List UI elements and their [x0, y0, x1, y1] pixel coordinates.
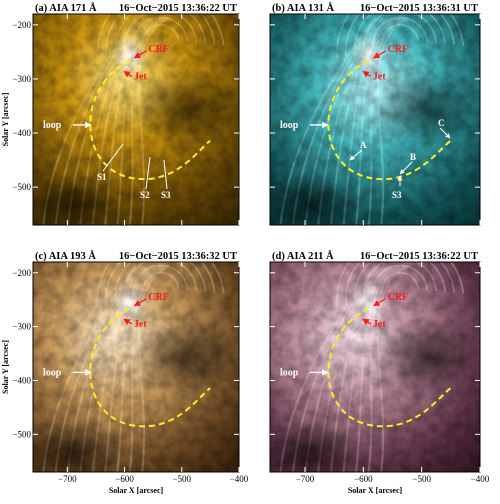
x-tick-label: −500 — [412, 474, 431, 484]
label-loop: loop — [280, 120, 299, 131]
panel-frame — [32, 261, 240, 473]
label-jet: Jet — [134, 319, 147, 330]
label-loop: loop — [280, 367, 299, 378]
y-tick-label: −400 — [12, 128, 31, 138]
panel-title: (c) AIA 193 Å 16−Oct−2015 13:36:32 UT — [35, 250, 237, 262]
x-tick-label: −400 — [230, 474, 249, 484]
y-tick-label: −200 — [12, 268, 31, 278]
y-tick-label: −500 — [12, 429, 31, 439]
panel-title: (d) AIA 211 Å 16−Oct−2015 13:36:22 UT — [272, 250, 478, 262]
y-axis-label: Solar Y [arcsec] — [1, 340, 10, 394]
panel-c: CRF Jet loop −700 −600 −500 −400 −200 −300 −400 −5… — [1, 250, 249, 495]
label-jet: Jet — [373, 71, 386, 82]
panel-frame — [269, 261, 481, 473]
label-s3: S3 — [161, 190, 171, 200]
panel-a: CRF Jet loop S1 S2 S3 −200 −300 −400 −500 (a) AIA … — [1, 2, 240, 226]
loop-trace — [89, 59, 211, 180]
label-s1: S1 — [97, 172, 107, 182]
y-tick-label: −400 — [12, 375, 31, 385]
x-axis-label: Solar X [arcsec] — [348, 486, 403, 495]
panel-title: (b) AIA 131 Å 16−Oct−2015 13:36:31 UT — [272, 2, 478, 14]
label-jet: Jet — [373, 319, 386, 330]
label-a: A — [360, 140, 367, 150]
y-axis-label: Solar Y [arcsec] — [1, 92, 10, 146]
loop-trace — [327, 59, 452, 180]
label-s3: S3 — [392, 190, 402, 200]
label-jet: Jet — [134, 71, 147, 82]
y-tick-label: −300 — [12, 74, 31, 84]
panel-b: CRF Jet loop A B C S3 (b) AIA 131 Å 16−Oct−2015 … — [269, 2, 481, 226]
euv-image-b: CRF Jet loop A B C S3 — [270, 14, 480, 225]
euv-image-d: CRF Jet loop — [270, 262, 480, 472]
y-tick-label: −500 — [12, 182, 31, 192]
x-tick-label: −500 — [172, 474, 191, 484]
label-crf: CRF — [148, 292, 169, 303]
x-tick-label: −600 — [354, 474, 373, 484]
x-tick-label: −700 — [58, 474, 77, 484]
euv-image-c: CRF Jet loop — [33, 262, 239, 472]
panel-title: (a) AIA 171 Å 16−Oct−2015 13:36:22 UT — [35, 2, 237, 14]
x-tick-label: −600 — [115, 474, 134, 484]
x-tick-label: −700 — [296, 474, 315, 484]
y-tick-label: −300 — [12, 322, 31, 332]
label-loop: loop — [43, 120, 62, 131]
label-b: B — [410, 152, 416, 162]
label-c: C — [438, 118, 445, 128]
label-crf: CRF — [388, 292, 409, 303]
panel-frame — [269, 13, 481, 226]
label-loop: loop — [43, 367, 62, 378]
y-tick-label: −200 — [12, 20, 31, 30]
loop-trace — [89, 307, 211, 428]
x-axis-label: Solar X [arcsec] — [109, 486, 164, 495]
label-crf: CRF — [388, 44, 409, 55]
x-tick-label: −400 — [471, 474, 490, 484]
label-crf: CRF — [148, 44, 169, 55]
label-s2: S2 — [140, 190, 150, 200]
euv-image-a: CRF Jet loop S1 S2 S3 — [33, 14, 239, 225]
panel-frame — [32, 13, 240, 226]
loop-trace — [327, 307, 452, 428]
